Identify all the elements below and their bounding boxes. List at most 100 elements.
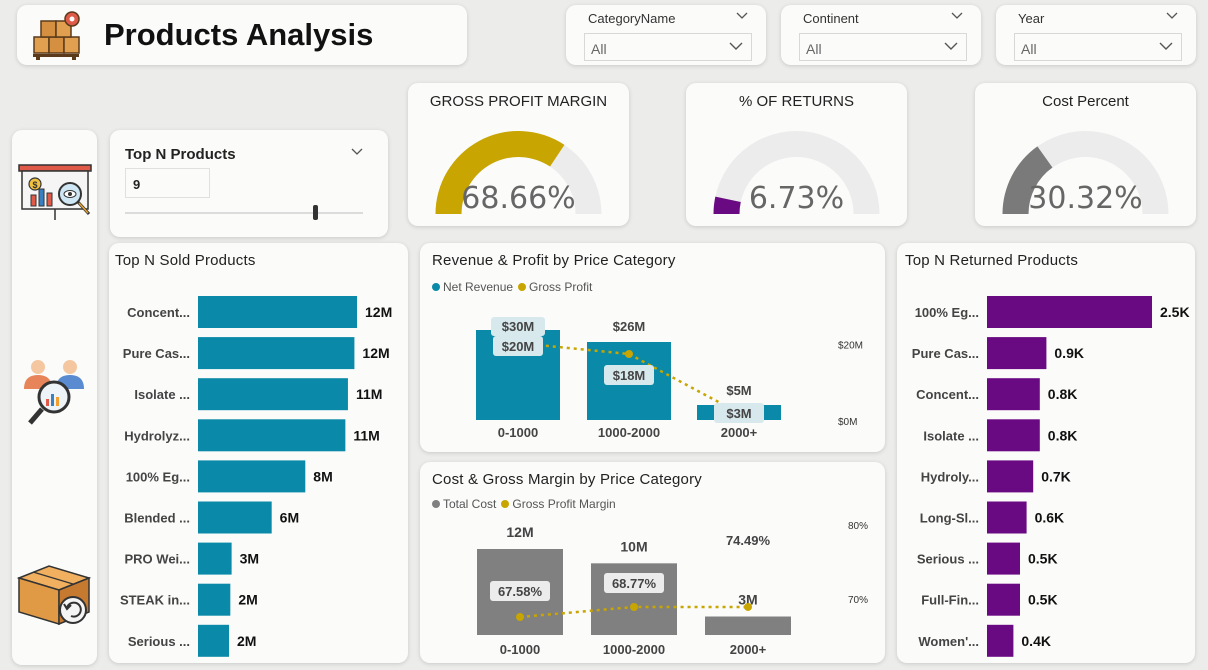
bar[interactable]	[198, 460, 306, 493]
gross-profit-margin-gauge: 68.66%	[435, 131, 602, 216]
top-sold-products-title: Top N Sold Products	[115, 252, 256, 269]
category-label: 100% Eg...	[126, 469, 190, 484]
legend-net-revenue-label: Net Revenue	[443, 280, 514, 294]
returns-percent-gauge: 6.73%	[713, 131, 880, 216]
warehouse-boxes-icon	[33, 11, 80, 60]
category-filter[interactable]: CategoryName All	[566, 5, 766, 65]
bar[interactable]	[198, 501, 272, 534]
year-select[interactable]: All	[1014, 33, 1182, 61]
bar[interactable]	[198, 378, 348, 411]
chevron-down-icon[interactable]	[736, 12, 748, 20]
top-returned-products-title: Top N Returned Products	[905, 252, 1079, 269]
bar[interactable]	[198, 296, 357, 328]
topn-slicer[interactable]: Top N Products 9	[110, 130, 388, 237]
data-label: 0.5K	[1028, 592, 1058, 608]
revenue-profit-card: Revenue & Profit by Price Category Net R…	[420, 243, 885, 452]
legend-net-revenue[interactable]: Net Revenue	[432, 280, 513, 294]
y-tick-label: 80%	[848, 521, 868, 532]
category-label: Concent...	[916, 387, 979, 402]
bar[interactable]	[198, 337, 355, 370]
side-nav: $	[12, 130, 97, 665]
returns-box-icon[interactable]	[15, 558, 93, 630]
legend-gross-profit-margin[interactable]: Gross Profit Margin	[501, 497, 616, 511]
topn-slider-track[interactable]	[125, 212, 363, 214]
chevron-down-icon	[944, 42, 958, 50]
chevron-down-icon[interactable]	[951, 12, 963, 20]
line-point[interactable]	[516, 613, 524, 621]
cost-margin-chart: 80% 70% 12M 0-1000 10M 1000-2000 3M 2000+ 67.58%…	[477, 521, 868, 657]
data-label: 2M	[238, 592, 257, 608]
data-label: $26M	[613, 319, 646, 334]
category-select[interactable]: All	[584, 33, 752, 61]
bar[interactable]	[987, 542, 1020, 575]
data-label: 11M	[353, 427, 379, 443]
data-label: 12M	[506, 524, 533, 540]
gauge-fill	[435, 131, 565, 214]
bar[interactable]	[198, 624, 230, 657]
data-label: 10M	[620, 538, 647, 554]
data-label: 2.5K	[1160, 304, 1190, 320]
chevron-down-icon	[1159, 42, 1173, 50]
category-label: Serious ...	[128, 634, 190, 649]
returns-percent-card: % OF RETURNS 6.73%	[686, 83, 907, 226]
bar[interactable]	[987, 501, 1027, 534]
chevron-down-icon[interactable]	[351, 148, 363, 156]
topn-label: Top N Products	[125, 146, 236, 163]
top-sold-products-chart: Concent... 12M Pure Cas... 12M Isolate ... 11…	[120, 296, 392, 657]
bar[interactable]	[198, 542, 232, 575]
topn-input[interactable]: 9	[125, 168, 210, 198]
category-label: Concent...	[127, 305, 190, 320]
cost-margin-legend: Total Cost Gross Profit Margin	[432, 497, 621, 511]
x-tick-label: 0-1000	[498, 425, 538, 440]
line-point[interactable]	[625, 350, 633, 358]
x-tick-label: 0-1000	[500, 642, 540, 657]
cost-margin-card: Cost & Gross Margin by Price Category To…	[420, 462, 885, 663]
legend-total-cost[interactable]: Total Cost	[432, 497, 496, 511]
bar[interactable]	[198, 583, 231, 616]
topn-slider-handle[interactable]	[313, 205, 319, 220]
data-label: 68.77%	[612, 576, 657, 591]
gauge-fill	[1002, 146, 1053, 214]
cost-percent-title: Cost Percent	[1042, 93, 1129, 110]
data-label: 3M	[240, 551, 259, 567]
gross-profit-line	[517, 341, 740, 415]
bar[interactable]	[987, 419, 1040, 452]
bar[interactable]	[987, 583, 1020, 616]
bar[interactable]	[987, 378, 1040, 411]
bar[interactable]	[705, 616, 791, 636]
bar[interactable]	[987, 624, 1014, 657]
data-label: 11M	[356, 386, 382, 402]
bar[interactable]	[198, 419, 346, 452]
category-select-value: All	[591, 41, 607, 57]
legend-dot	[501, 500, 510, 508]
continent-filter-label: Continent	[803, 11, 859, 26]
continent-filter[interactable]: Continent All	[781, 5, 981, 65]
data-label: 0.7K	[1041, 468, 1071, 484]
data-label: $20M	[502, 339, 535, 354]
line-point[interactable]	[744, 602, 752, 611]
page-title: Products Analysis	[104, 17, 374, 52]
year-select-value: All	[1021, 41, 1037, 57]
presentation-analytics-icon[interactable]: $	[15, 162, 95, 226]
x-tick-label: 2000+	[721, 425, 758, 440]
legend-dot	[518, 283, 527, 291]
chevron-down-icon[interactable]	[1166, 12, 1178, 20]
cost-percent-card: Cost Percent 30.32%	[975, 83, 1196, 226]
gauge-value: 30.32%	[1028, 181, 1142, 216]
legend-gross-profit[interactable]: Gross Profit	[518, 280, 592, 294]
gauge-fill	[713, 196, 741, 214]
label-bg	[493, 336, 543, 356]
bar[interactable]	[987, 337, 1047, 370]
line-point[interactable]	[630, 603, 638, 611]
continent-select[interactable]: All	[799, 33, 967, 61]
topn-value: 9	[133, 177, 141, 192]
data-label: 6M	[280, 510, 299, 526]
data-label: 0.8K	[1048, 427, 1078, 443]
customer-analysis-icon[interactable]	[18, 355, 90, 429]
year-filter[interactable]: Year All	[996, 5, 1196, 65]
legend-total-cost-label: Total Cost	[443, 497, 497, 511]
legend-gross-profit-label: Gross Profit	[529, 280, 593, 294]
label-bg	[490, 581, 550, 601]
bar[interactable]	[987, 460, 1034, 493]
bar[interactable]	[987, 296, 1152, 328]
